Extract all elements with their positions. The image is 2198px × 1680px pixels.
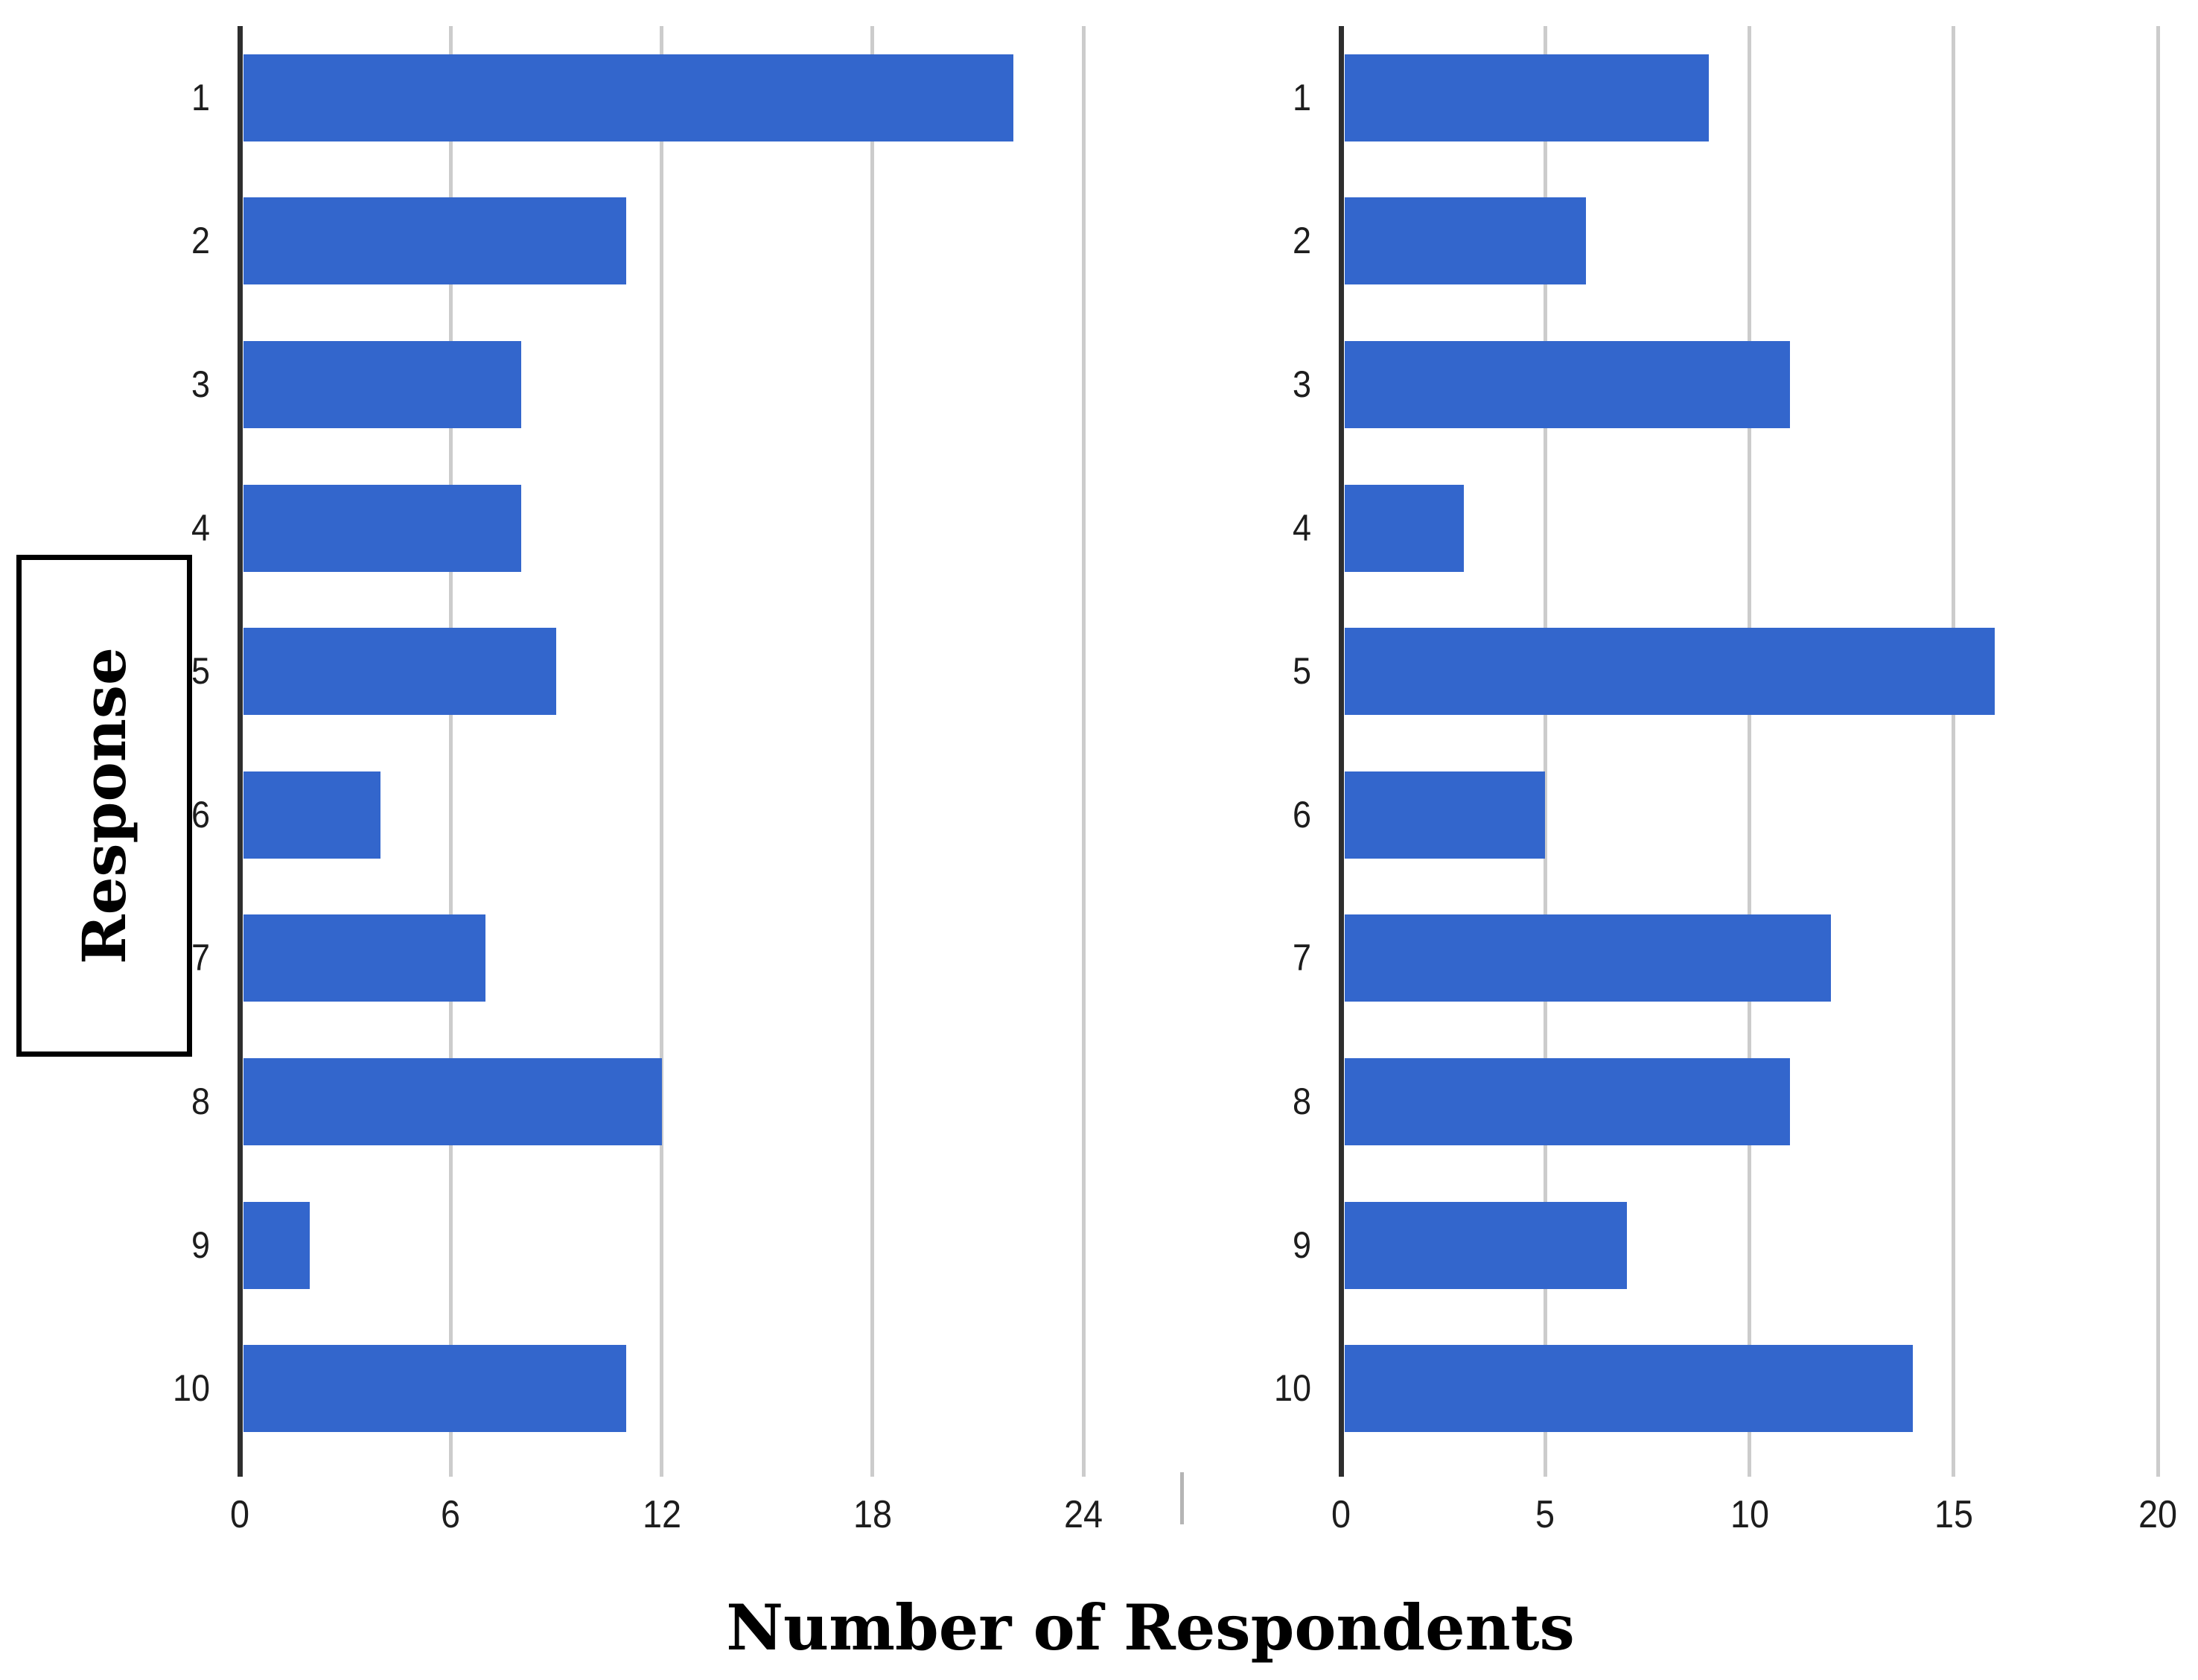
y-category-label: 7 bbox=[1292, 937, 1311, 979]
x-tick-label: 15 bbox=[1934, 1493, 1974, 1536]
y-category-label: 2 bbox=[191, 220, 210, 261]
divider-tick bbox=[1180, 1472, 1184, 1524]
y-category-label: 3 bbox=[1292, 363, 1311, 405]
y-category-label: 3 bbox=[191, 363, 210, 405]
bar-response-4 bbox=[243, 485, 521, 572]
bar-response-10 bbox=[243, 1345, 626, 1432]
x-tick-label: 5 bbox=[1535, 1493, 1555, 1536]
y-category-label: 5 bbox=[1292, 650, 1311, 692]
y-category-label: 4 bbox=[1292, 507, 1311, 549]
x-tick-label: 12 bbox=[642, 1493, 682, 1536]
x-tick-label: 0 bbox=[229, 1493, 250, 1536]
y-category-label: 8 bbox=[191, 1081, 210, 1122]
y-category-label: 7 bbox=[191, 937, 210, 979]
bar-response-7 bbox=[1345, 914, 1831, 1002]
bar-response-4 bbox=[1345, 485, 1464, 572]
y-axis-label-box: Response bbox=[16, 555, 192, 1057]
gridline bbox=[449, 26, 453, 1477]
y-category-label: 10 bbox=[172, 1367, 210, 1409]
x-tick-label: 24 bbox=[1063, 1493, 1103, 1536]
left-bar-chart-plot: 0 6 12 18 24 1 2 3 4 5 6 7 8 9 10 bbox=[173, 26, 1103, 1536]
bar-response-3 bbox=[243, 341, 521, 428]
bar-response-10 bbox=[1345, 1345, 1913, 1432]
y-category-label: 4 bbox=[191, 507, 210, 549]
x-tick-label: 6 bbox=[440, 1493, 461, 1536]
x-axis-label: Number of Respondents bbox=[726, 1591, 1575, 1664]
gridline bbox=[870, 26, 874, 1477]
y-category-label: 8 bbox=[1292, 1081, 1311, 1122]
y-category-label: 2 bbox=[1292, 220, 1311, 261]
bar-response-8 bbox=[243, 1058, 662, 1145]
x-tick-label: 10 bbox=[1730, 1493, 1770, 1536]
x-tick-label: 18 bbox=[853, 1493, 893, 1536]
bar-response-6 bbox=[243, 771, 380, 859]
bar-response-6 bbox=[1345, 771, 1545, 859]
gridline bbox=[1748, 26, 1751, 1477]
y-category-label: 9 bbox=[191, 1224, 210, 1266]
bar-response-2 bbox=[1345, 197, 1586, 284]
bar-response-2 bbox=[243, 197, 626, 284]
y-axis-baseline bbox=[1339, 26, 1344, 1477]
y-category-label: 5 bbox=[191, 650, 210, 692]
gridline bbox=[1544, 26, 1547, 1477]
right-bar-chart-plot: 0 5 10 15 20 1 2 3 4 5 6 7 8 9 10 bbox=[1274, 26, 2177, 1536]
gridline bbox=[660, 26, 663, 1477]
bar-response-3 bbox=[1345, 341, 1790, 428]
gridline bbox=[1952, 26, 1955, 1477]
y-category-label: 10 bbox=[1273, 1367, 1311, 1409]
x-tick-label: 0 bbox=[1331, 1493, 1351, 1536]
bar-response-1 bbox=[1345, 54, 1709, 141]
x-tick-label: 20 bbox=[2138, 1493, 2178, 1536]
y-category-label: 9 bbox=[1292, 1224, 1311, 1266]
bar-response-5 bbox=[243, 628, 556, 715]
y-category-label: 6 bbox=[191, 794, 210, 836]
bar-response-8 bbox=[1345, 1058, 1790, 1145]
bar-response-5 bbox=[1345, 628, 1995, 715]
bar-response-7 bbox=[243, 914, 485, 1002]
y-category-label: 1 bbox=[191, 77, 210, 118]
y-axis-baseline bbox=[238, 26, 243, 1477]
bar-response-1 bbox=[243, 54, 1013, 141]
bar-response-9 bbox=[1345, 1202, 1627, 1289]
bar-response-9 bbox=[243, 1202, 310, 1289]
y-category-label: 1 bbox=[1292, 77, 1311, 118]
y-category-label: 6 bbox=[1292, 794, 1311, 836]
gridline bbox=[2156, 26, 2160, 1477]
gridline bbox=[1082, 26, 1086, 1477]
